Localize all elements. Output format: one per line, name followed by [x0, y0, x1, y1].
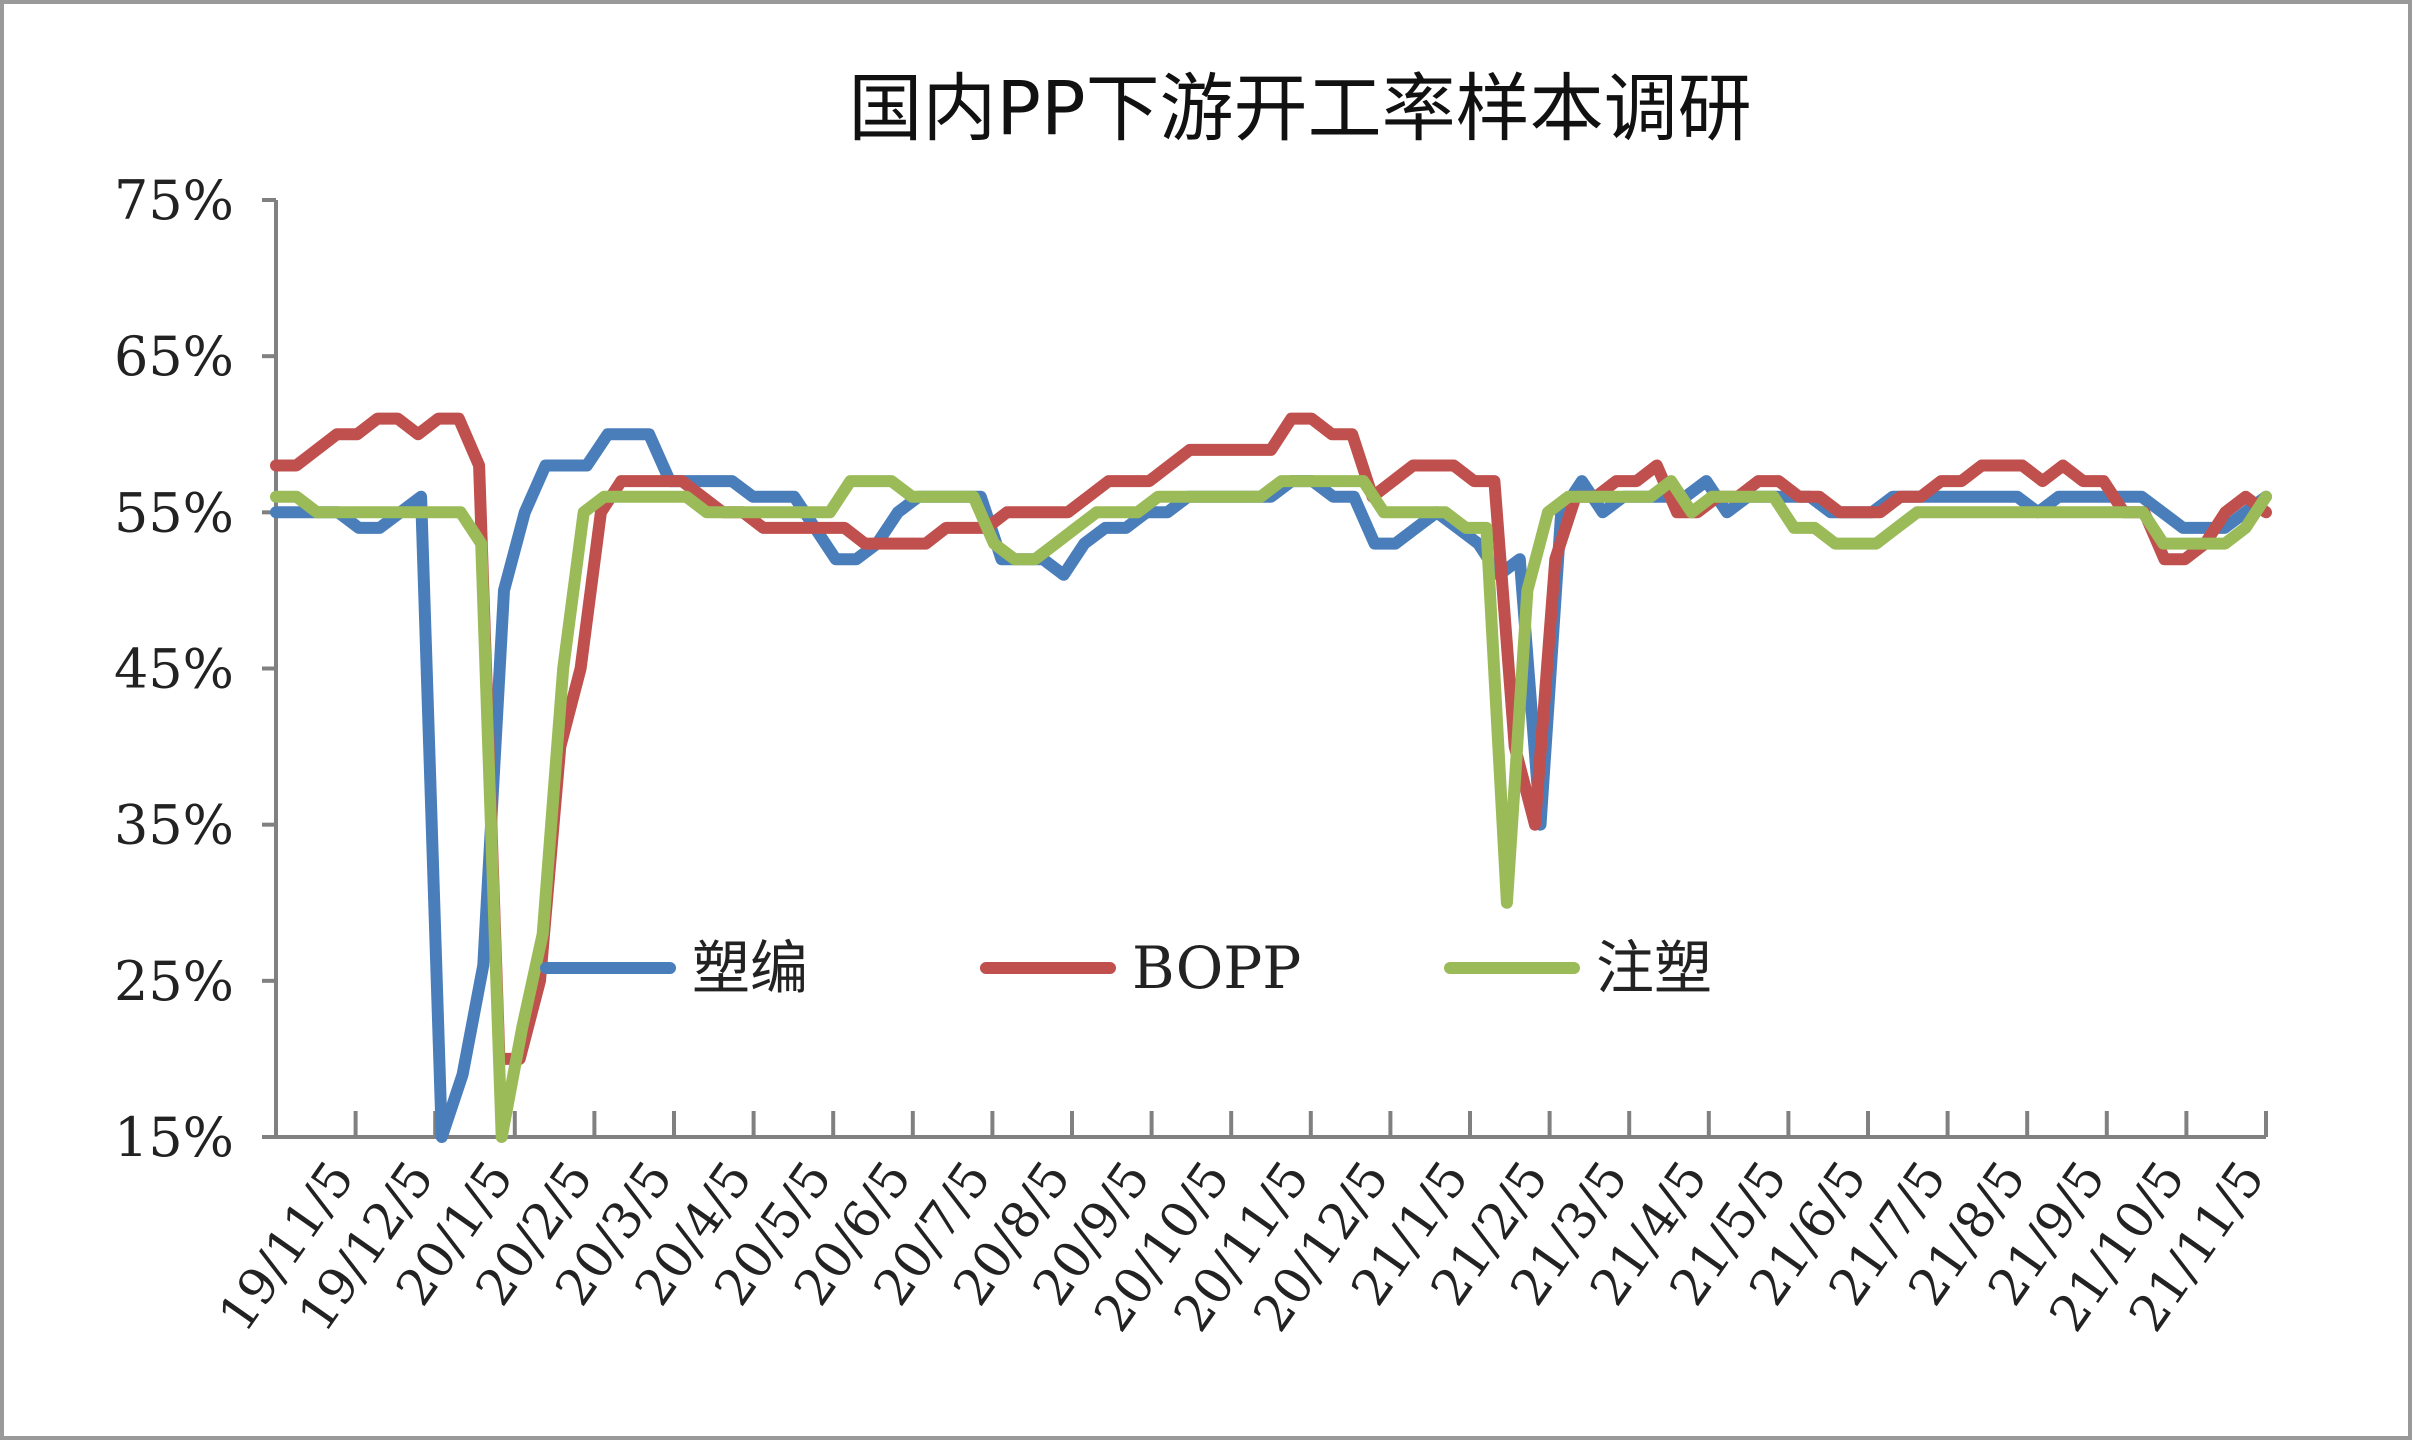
- legend-label: 注塑: [1596, 934, 1712, 1002]
- y-tick-label: 45%: [114, 638, 234, 701]
- series-line: [270, 475, 2272, 1143]
- y-tick-label: 35%: [114, 794, 234, 857]
- legend-label: 塑编: [692, 934, 808, 1002]
- y-tick-label: 25%: [114, 950, 234, 1013]
- line-chart: 国内PP下游开工率样本调研 15%25%35%45%55%65%75%19/11…: [114, 66, 2276, 1342]
- y-tick-label: 15%: [114, 1106, 234, 1169]
- axes: 15%25%35%45%55%65%75%19/11/519/12/520/1/…: [114, 169, 2276, 1342]
- series-line: [270, 428, 2272, 1143]
- y-tick-label: 75%: [114, 169, 234, 232]
- series-lines: [270, 412, 2272, 1143]
- y-tick-label: 65%: [114, 325, 234, 388]
- y-tick-label: 55%: [114, 481, 234, 544]
- legend: 塑编 BOPP 注塑: [540, 934, 1712, 1002]
- chart-title: 国内PP下游开工率样本调研: [848, 66, 1751, 152]
- legend-label: BOPP: [1132, 934, 1301, 1002]
